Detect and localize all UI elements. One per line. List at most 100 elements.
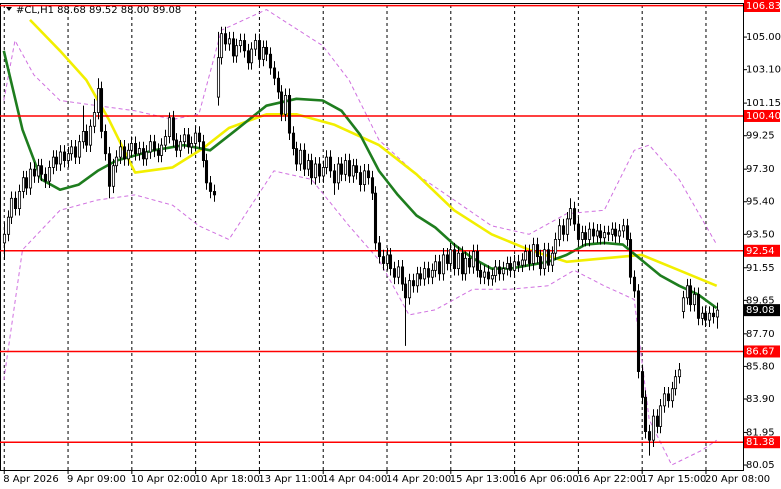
candle-body xyxy=(58,151,63,165)
candle-body xyxy=(535,244,540,258)
y-tick-label: 87.70 xyxy=(746,329,775,340)
candle-body xyxy=(625,225,630,240)
candle-body xyxy=(309,160,314,179)
x-tick-label: 20 Apr 08:00 xyxy=(705,474,770,485)
candle-body xyxy=(445,254,450,264)
candle-body xyxy=(208,182,213,192)
candle-body xyxy=(129,143,134,151)
candle-body xyxy=(84,131,89,146)
candle-body xyxy=(591,228,596,237)
y-tick-label: 91.55 xyxy=(746,263,775,274)
candle-body xyxy=(433,261,438,271)
candle-body xyxy=(418,273,423,280)
candle-body xyxy=(561,225,566,235)
candle-body xyxy=(662,393,667,407)
x-tick-label: 16 Apr 06:00 xyxy=(514,474,579,485)
candle-body xyxy=(576,223,581,240)
candle-body xyxy=(17,191,22,209)
candle-body xyxy=(43,173,48,182)
x-tick-label: 13 Apr 11:00 xyxy=(258,474,323,485)
candle-body xyxy=(317,163,322,177)
candle-body xyxy=(606,232,611,235)
level-price-label: 81.38 xyxy=(746,437,775,448)
candle-body xyxy=(193,132,198,144)
y-tick-label: 83.90 xyxy=(746,394,775,405)
candle-body xyxy=(568,208,573,220)
x-tick-label: 8 Apr 2026 xyxy=(3,474,58,485)
candle-body xyxy=(103,131,108,155)
candle-body xyxy=(595,230,600,237)
candle-body xyxy=(673,376,678,390)
candle-body xyxy=(426,268,431,278)
candle-body xyxy=(602,232,607,239)
candle-body xyxy=(182,134,187,143)
candle-body xyxy=(362,170,367,185)
candle-body xyxy=(377,242,382,258)
candle-body xyxy=(388,254,393,270)
candle-body xyxy=(490,275,495,280)
y-tick-label: 80.05 xyxy=(746,460,775,471)
candle-body xyxy=(276,77,281,93)
candle-body xyxy=(456,252,461,270)
candle-body xyxy=(531,244,536,264)
candle-body xyxy=(403,283,408,299)
candle-body xyxy=(711,312,716,318)
x-tick-label: 14 Apr 04:00 xyxy=(322,474,387,485)
candle-body xyxy=(51,156,56,168)
candle-body xyxy=(703,312,708,321)
candle-body xyxy=(512,261,517,271)
candle-body xyxy=(163,136,168,146)
candle-body xyxy=(21,177,26,192)
candle-body xyxy=(242,40,247,52)
candle-body xyxy=(174,139,179,151)
candle-body xyxy=(381,256,386,264)
candle-body xyxy=(670,388,675,402)
current-price-box xyxy=(744,304,780,317)
candle-body xyxy=(238,40,243,47)
candle-body xyxy=(475,251,480,271)
candle-body xyxy=(463,257,468,275)
candle-body xyxy=(302,149,307,170)
candle-body xyxy=(328,156,333,172)
envelope-line xyxy=(3,9,718,245)
candle-body xyxy=(189,143,194,148)
y-tick-label: 103.10 xyxy=(746,65,781,76)
candle-body xyxy=(231,38,236,57)
candle-body xyxy=(264,46,269,55)
candle-body xyxy=(81,131,86,143)
candle-body xyxy=(99,88,104,132)
candle-body xyxy=(197,132,202,143)
candle-body xyxy=(651,415,656,441)
chart-title: #CL,H1 88.68 89.52 88.00 89.08 xyxy=(16,5,181,16)
candle-body xyxy=(392,268,397,278)
candle-body xyxy=(700,312,705,319)
x-tick-label: 9 Apr 09:00 xyxy=(67,474,126,485)
candle-body xyxy=(396,266,401,278)
candle-body xyxy=(246,50,251,64)
candle-body xyxy=(448,249,453,264)
candle-body xyxy=(167,117,172,137)
plot-frame xyxy=(0,3,744,471)
x-tick-label: 16 Apr 22:00 xyxy=(577,474,642,485)
candle-body xyxy=(2,233,7,244)
candle-body xyxy=(351,165,356,177)
candle-body xyxy=(542,249,547,270)
candle-body xyxy=(415,273,420,287)
candle-body xyxy=(343,160,348,175)
candle-body xyxy=(249,48,254,64)
candle-body xyxy=(452,249,457,270)
candle-body xyxy=(520,259,525,266)
candle-body xyxy=(171,117,176,141)
candle-body xyxy=(546,249,551,266)
candle-body xyxy=(13,197,18,209)
candle-body xyxy=(501,268,506,275)
candle-body xyxy=(92,112,97,127)
candle-body xyxy=(407,280,412,299)
candle-body xyxy=(324,156,329,168)
candle-body xyxy=(201,141,206,161)
candle-body xyxy=(141,148,146,160)
candle-body xyxy=(640,371,645,398)
candle-body xyxy=(133,143,138,155)
